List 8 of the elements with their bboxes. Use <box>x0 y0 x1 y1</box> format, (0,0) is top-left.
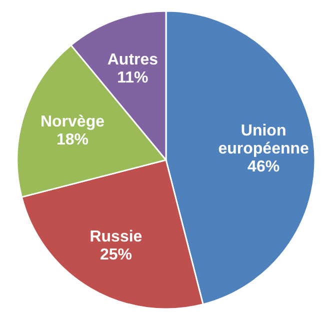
data-label: 18% <box>56 132 88 149</box>
data-label: 11% <box>117 69 148 86</box>
data-label: 46% <box>248 158 280 176</box>
slice-label: Autres <box>107 51 158 68</box>
slice-label: Russie <box>90 228 142 246</box>
slice-label: Norvège <box>40 114 105 131</box>
slice-label: Union européenne <box>218 122 310 158</box>
data-label: 25% <box>100 246 132 264</box>
